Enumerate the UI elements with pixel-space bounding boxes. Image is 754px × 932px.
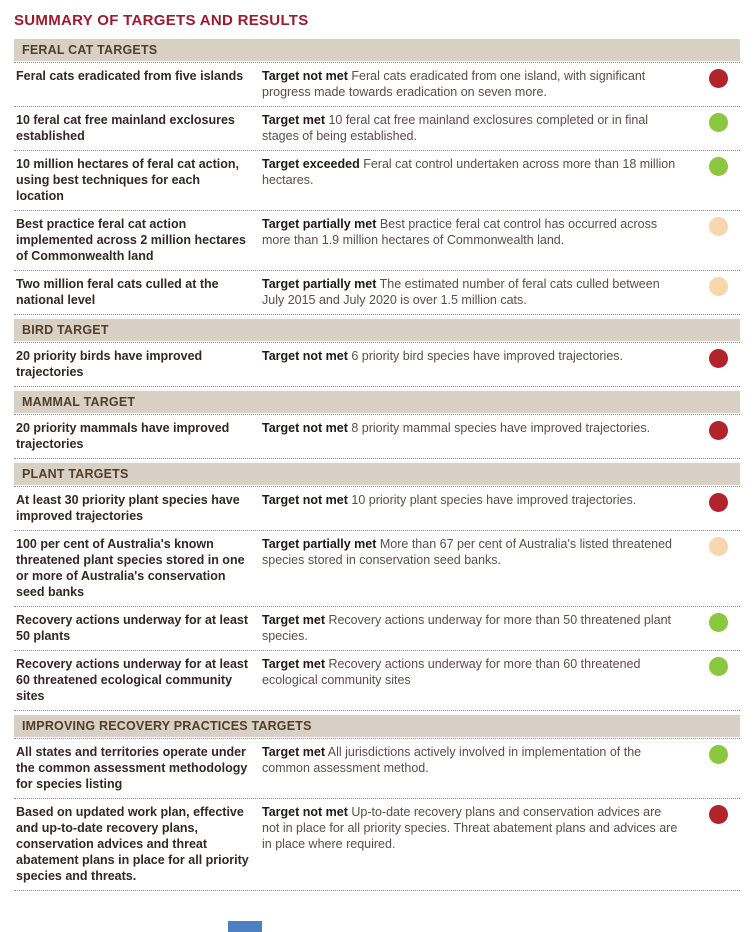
status-dot-cell: [696, 156, 740, 176]
status-label: Target met: [262, 113, 325, 127]
status-dot-cell: [696, 68, 740, 88]
status-dot-cell: [696, 492, 740, 512]
status-indicator-exceeded: [708, 157, 728, 176]
status-indicator-not-met: [708, 493, 728, 512]
status-label: Target not met: [262, 69, 348, 83]
status-dot-cell: [696, 612, 740, 632]
table-row: 10 feral cat free mainland exclosures es…: [14, 107, 740, 151]
footer-blue-decoration: [228, 921, 262, 932]
result-text: Target not met 10 priority plant species…: [262, 493, 637, 507]
status-label: Target partially met: [262, 217, 377, 231]
target-description: Recovery actions underway for at least 6…: [16, 657, 249, 703]
status-indicator-met: [708, 113, 728, 132]
status-dot-cell: [696, 216, 740, 236]
result-text: Target met Recovery actions underway for…: [262, 657, 641, 687]
status-indicator-partially-met: [708, 537, 728, 556]
section-header: IMPROVING RECOVERY PRACTICES TARGETS: [14, 715, 740, 737]
table-row: All states and territories operate under…: [14, 738, 740, 799]
result-text: Target not met Feral cats eradicated fro…: [262, 69, 646, 99]
table-row: Two million feral cats culled at the nat…: [14, 271, 740, 315]
status-indicator-not-met: [708, 349, 728, 368]
result-text: Target partially met The estimated numbe…: [262, 277, 660, 307]
status-indicator-partially-met: [708, 217, 728, 236]
result-text: Target not met Up-to-date recovery plans…: [262, 805, 678, 851]
status-indicator-met: [708, 745, 728, 764]
status-label: Target partially met: [262, 537, 377, 551]
status-label: Target met: [262, 745, 325, 759]
table-row: 100 per cent of Australia's known threat…: [14, 531, 740, 607]
status-label: Target not met: [262, 493, 348, 507]
result-text: Target met Recovery actions underway for…: [262, 613, 672, 643]
target-description: Best practice feral cat action implement…: [16, 217, 246, 263]
result-text: Target exceeded Feral cat control undert…: [262, 157, 676, 187]
status-indicator-not-met: [708, 69, 728, 88]
status-dot-cell: [696, 804, 740, 824]
section-header: PLANT TARGETS: [14, 463, 740, 485]
target-description: 20 priority birds have improved trajecto…: [16, 349, 203, 379]
status-dot-cell: [696, 420, 740, 440]
target-description: 10 feral cat free mainland exclosures es…: [16, 113, 235, 143]
status-dot-cell: [696, 112, 740, 132]
target-description: Two million feral cats culled at the nat…: [16, 277, 219, 307]
status-dot-cell: [696, 656, 740, 676]
status-dot-cell: [696, 348, 740, 368]
status-dot-cell: [696, 276, 740, 296]
status-indicator-met: [708, 613, 728, 632]
target-description: Based on updated work plan, effective an…: [16, 805, 249, 883]
table-row: Recovery actions underway for at least 5…: [14, 607, 740, 651]
status-indicator-not-met: [708, 421, 728, 440]
target-description: Feral cats eradicated from five islands: [16, 69, 244, 83]
table-row: Recovery actions underway for at least 6…: [14, 651, 740, 711]
section-header: MAMMAL TARGET: [14, 391, 740, 413]
status-label: Target met: [262, 613, 325, 627]
result-text: Target partially met Best practice feral…: [262, 217, 658, 247]
table-row: Based on updated work plan, effective an…: [14, 799, 740, 891]
status-label: Target not met: [262, 349, 348, 363]
target-description: 10 million hectares of feral cat action,…: [16, 157, 239, 203]
page-title: SUMMARY OF TARGETS AND RESULTS: [14, 12, 309, 29]
table-row: 20 priority birds have improved trajecto…: [14, 342, 740, 387]
result-text: Target partially met More than 67 per ce…: [262, 537, 673, 567]
section-header: FERAL CAT TARGETS: [14, 39, 740, 61]
status-dot-cell: [696, 536, 740, 556]
targets-table: FERAL CAT TARGETS Feral cats eradicated f…: [14, 39, 740, 891]
table-row: Feral cats eradicated from five islands T…: [14, 62, 740, 107]
status-label: Target not met: [262, 421, 348, 435]
status-label: Target partially met: [262, 277, 377, 291]
target-description: All states and territories operate under…: [16, 745, 248, 791]
target-description: 20 priority mammals have improved trajec…: [16, 421, 230, 451]
result-text: Target not met 6 priority bird species h…: [262, 349, 624, 363]
section-header: BIRD TARGET: [14, 319, 740, 341]
target-description: 100 per cent of Australia's known threat…: [16, 537, 245, 599]
result-text: Target not met 8 priority mammal species…: [262, 421, 651, 435]
target-description: Recovery actions underway for at least 5…: [16, 613, 249, 643]
status-indicator-partially-met: [708, 277, 728, 296]
table-row: Best practice feral cat action implement…: [14, 211, 740, 271]
status-label: Target not met: [262, 805, 348, 819]
table-row: 20 priority mammals have improved trajec…: [14, 414, 740, 459]
result-text: Target met 10 feral cat free mainland ex…: [262, 113, 649, 143]
status-indicator-not-met: [708, 805, 728, 824]
table-row: At least 30 priority plant species have …: [14, 486, 740, 531]
status-label: Target met: [262, 657, 325, 671]
status-dot-cell: [696, 744, 740, 764]
status-indicator-met: [708, 657, 728, 676]
result-text: Target met All jurisdictions actively in…: [262, 745, 642, 775]
target-description: At least 30 priority plant species have …: [16, 493, 240, 523]
status-label: Target exceeded: [262, 157, 360, 171]
table-row: 10 million hectares of feral cat action,…: [14, 151, 740, 211]
